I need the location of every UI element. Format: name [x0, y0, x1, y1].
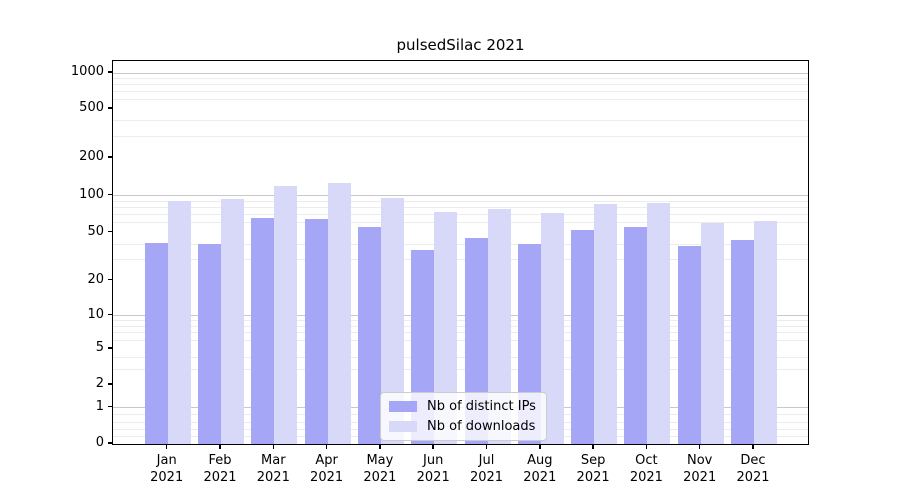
- x-axis-tick: [645, 445, 648, 449]
- gridline-minor: [113, 135, 808, 137]
- x-axis-tick-label: Mar 2021: [256, 453, 290, 485]
- bar-downloads: [221, 198, 244, 445]
- gridline-minor: [113, 99, 808, 101]
- gridline-minor: [113, 120, 808, 122]
- y-axis-tick: [108, 442, 112, 444]
- chart-title: pulsedSilac 2021: [396, 36, 525, 54]
- x-axis-tick-label: Nov 2021: [683, 453, 717, 485]
- bar-downloads: [274, 185, 298, 445]
- x-axis-tick: [379, 445, 381, 449]
- y-axis-tick-label: 2: [95, 376, 104, 391]
- bar-downloads: [594, 204, 618, 445]
- y-axis-tick-label: 1: [95, 398, 104, 414]
- y-axis-tick-label: 5: [95, 340, 104, 355]
- x-axis-tick: [485, 445, 488, 449]
- y-axis-tick-label: 100: [79, 186, 104, 202]
- bar-distinct-ips: [624, 227, 648, 445]
- bar-downloads: [540, 213, 564, 445]
- gridline-major: [113, 195, 808, 196]
- y-axis-tick-label: 1000: [70, 64, 104, 79]
- y-axis-tick: [108, 193, 112, 196]
- legend-label: Nb of distinct IPs: [427, 399, 536, 414]
- gridline-minor: [113, 243, 808, 245]
- x-axis-tick: [698, 445, 701, 449]
- bar-downloads: [754, 221, 777, 445]
- bar-distinct-ips: [198, 244, 221, 445]
- legend-label: Nb of downloads: [427, 419, 536, 434]
- y-axis-tick: [108, 383, 112, 385]
- y-axis-tick: [108, 278, 112, 281]
- bar-distinct-ips: [731, 240, 754, 445]
- gridline-minor: [113, 84, 808, 86]
- y-axis-tick-label: 10: [87, 306, 104, 322]
- plot-area: Nb of distinct IPs Nb of downloads: [112, 60, 809, 445]
- gridline-minor: [113, 258, 808, 260]
- bar-distinct-ips: [571, 230, 595, 445]
- y-axis-tick-label: 50: [87, 223, 104, 239]
- gridline-minor: [113, 325, 808, 327]
- x-axis-tick: [272, 445, 275, 449]
- bar-distinct-ips: [357, 227, 381, 445]
- y-axis-tick-label: 500: [79, 100, 104, 115]
- y-axis-tick: [108, 230, 112, 233]
- legend-swatch-downloads: [389, 421, 417, 432]
- x-axis-tick: [539, 445, 541, 449]
- x-axis-tick: [592, 445, 594, 449]
- gridline-minor: [113, 332, 808, 334]
- y-axis-tick-label: 0: [95, 435, 104, 451]
- x-axis-tick-label: Jan 2021: [150, 453, 184, 485]
- x-axis-tick-label: Oct 2021: [629, 453, 663, 485]
- y-axis-tick: [108, 405, 112, 408]
- y-axis-tick: [108, 156, 112, 158]
- gridline-minor: [113, 77, 808, 79]
- y-axis-tick: [108, 71, 112, 73]
- bar-distinct-ips: [677, 245, 701, 445]
- x-axis-tick: [165, 445, 168, 449]
- gridline-minor: [113, 91, 808, 93]
- y-axis-tick: [108, 313, 112, 316]
- x-axis-tick: [219, 445, 221, 449]
- gridline-minor: [113, 222, 808, 224]
- legend-row: Nb of downloads: [389, 419, 536, 434]
- gridline-minor: [113, 214, 808, 216]
- x-axis-tick: [432, 445, 434, 449]
- bar-distinct-ips: [251, 217, 275, 445]
- gridline-minor: [113, 320, 808, 322]
- x-axis-tick: [325, 445, 328, 449]
- x-axis-tick-label: Jun 2021: [416, 453, 450, 485]
- y-axis-tick: [108, 347, 112, 349]
- x-axis-tick-label: Aug 2021: [523, 453, 557, 485]
- x-axis-tick-label: Sep 2021: [576, 453, 610, 485]
- legend: Nb of distinct IPs Nb of downloads: [380, 392, 547, 441]
- bar-downloads: [700, 222, 724, 445]
- x-axis-tick-label: Apr 2021: [310, 453, 344, 485]
- bar-downloads: [167, 201, 191, 445]
- bar-downloads: [434, 211, 458, 445]
- x-axis-tick-label: May 2021: [363, 453, 397, 485]
- bar-downloads: [327, 182, 351, 445]
- gridline-minor: [113, 339, 808, 341]
- legend-swatch-distinct-ips: [389, 401, 417, 412]
- bar-downloads: [380, 197, 404, 445]
- legend-row: Nb of distinct IPs: [389, 399, 536, 414]
- y-axis-tick-label: 20: [87, 271, 104, 287]
- x-axis-tick-label: Dec 2021: [736, 453, 770, 485]
- x-axis-tick: [752, 445, 754, 449]
- x-axis-tick-label: Feb 2021: [203, 453, 237, 485]
- gridline-minor: [113, 368, 808, 370]
- gridline-major: [113, 72, 808, 74]
- bar-downloads: [647, 202, 671, 445]
- x-axis-tick-label: Jul 2021: [469, 453, 504, 485]
- bar-distinct-ips: [304, 219, 328, 445]
- gridline-minor: [113, 200, 808, 202]
- bar-distinct-ips: [144, 242, 168, 445]
- gridline-minor: [113, 357, 808, 359]
- bar-downloads: [487, 209, 511, 445]
- y-axis-tick: [108, 107, 112, 109]
- gridline-minor: [113, 206, 808, 208]
- y-axis-tick-label: 200: [79, 149, 104, 164]
- gridline-major: [113, 315, 808, 316]
